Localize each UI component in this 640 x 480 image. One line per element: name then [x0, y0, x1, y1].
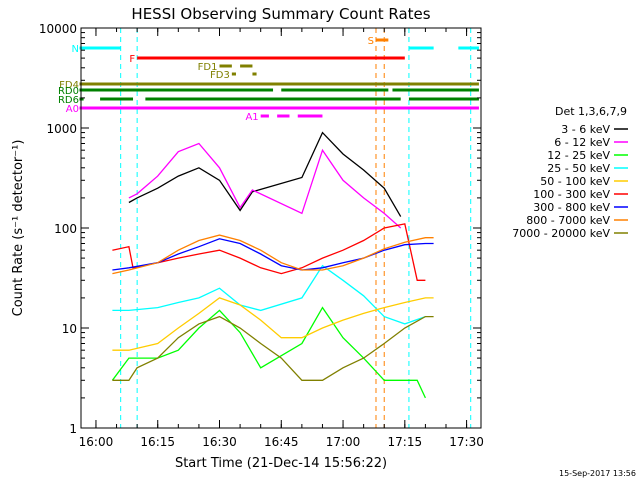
y-tick-label: 10: [62, 322, 77, 336]
flag-label-f: F: [129, 54, 135, 65]
x-tick-label: 17:00: [326, 435, 361, 449]
series-line-2: [128, 142, 402, 229]
x-axis-label: Start Time (21-Dec-14 15:56:22): [175, 456, 387, 471]
legend-label: 50 - 100 keV: [540, 175, 610, 188]
x-tick-label: 16:00: [79, 435, 114, 449]
x-tick-label: 16:45: [264, 435, 299, 449]
legend-label: 6 - 12 keV: [554, 136, 610, 149]
flag-label-s: S: [368, 36, 374, 47]
x-tick-label: 17:15: [388, 435, 423, 449]
legend-label: 800 - 7000 keV: [526, 214, 610, 227]
x-tick-label: 16:15: [140, 435, 175, 449]
legend-label: 25 - 50 keV: [547, 162, 610, 175]
flag-label-fd4: FD4: [59, 80, 79, 91]
flag-label-rd6: RD6: [58, 95, 79, 106]
y-tick-label: 1: [69, 422, 77, 436]
flag-label-fd3: FD3: [210, 70, 230, 81]
y-tick-label: 1000: [46, 122, 77, 136]
flag-label-rd0: RD0: [58, 86, 79, 97]
series-line-3: [111, 306, 426, 399]
series-line-4: [112, 264, 426, 325]
y-tick-label: 100: [54, 222, 77, 236]
flag-label-a1: A1: [245, 112, 258, 123]
x-tick-label: 17:30: [449, 435, 484, 449]
series-line-1: [128, 131, 402, 217]
x-tick-label: 16:30: [202, 435, 237, 449]
series-line-9: [112, 315, 434, 381]
chart-title: HESSI Observing Summary Count Rates: [131, 5, 430, 23]
legend-title: Det 1,3,6,7,9: [555, 105, 627, 118]
timestamp: 15-Sep-2017 13:56: [559, 469, 636, 478]
series-line-5: [112, 297, 434, 351]
series-line-8: [112, 234, 434, 275]
legend-label: 12 - 25 keV: [547, 149, 610, 162]
y-tick-label: 10000: [39, 22, 77, 36]
flag-label-n: N: [72, 44, 79, 55]
legend-label: 7000 - 20000 keV: [512, 227, 610, 240]
series-line-7: [112, 238, 434, 271]
legend-label: 100 - 300 keV: [533, 188, 610, 201]
flag-label-a0: A0: [66, 104, 79, 115]
legend-label: 3 - 6 keV: [561, 123, 610, 136]
legend-label: 300 - 800 keV: [533, 201, 610, 214]
flag-label-fd1: FD1: [198, 62, 218, 73]
y-axis-label: Count Rate (s⁻¹ detector⁻¹): [11, 140, 26, 317]
plot-frame: [80, 27, 482, 429]
